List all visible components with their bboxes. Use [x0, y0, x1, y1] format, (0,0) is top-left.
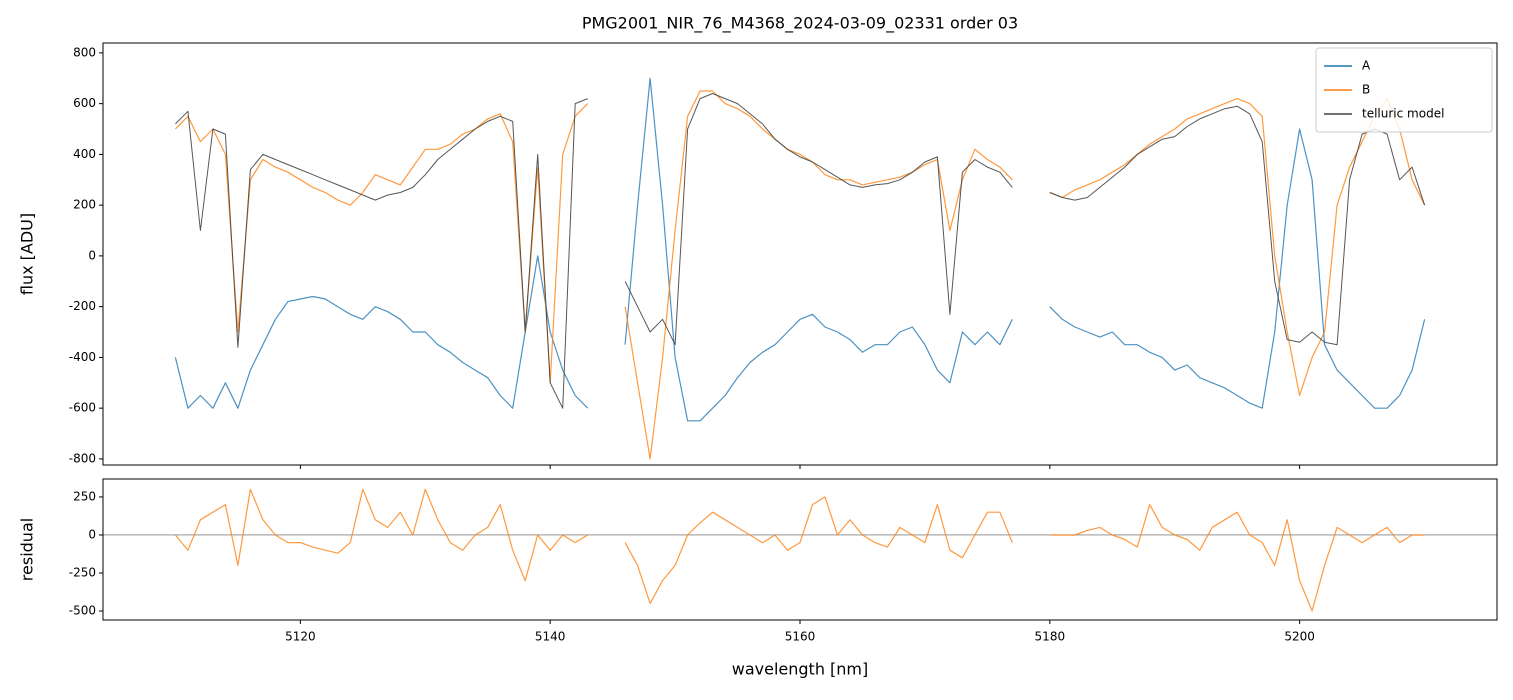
y-tick-label: -200 [69, 299, 96, 313]
y-tick-label: -600 [69, 401, 96, 415]
legend-label: B [1362, 83, 1370, 97]
y-tick-label: 200 [73, 198, 96, 212]
chart-title: PMG2001_NIR_76_M4368_2024-03-09_02331 or… [582, 14, 1018, 34]
plot-area [174, 77, 1426, 460]
y-tick-label: -400 [69, 350, 96, 364]
y-tick-label: -800 [69, 451, 96, 465]
series-line [175, 93, 1426, 409]
series-line [174, 488, 1425, 612]
y-tick-label: 0 [88, 248, 96, 262]
plot-area [103, 488, 1497, 612]
series-line [174, 90, 1426, 460]
x-axis-label: wavelength [nm] [732, 660, 869, 679]
axes-frame [102, 42, 1498, 466]
legend-label: A [1362, 59, 1371, 73]
legend-label: telluric model [1362, 107, 1444, 121]
y-tick-label: 400 [73, 147, 96, 161]
y-axis-label: flux [ADU] [18, 213, 37, 295]
x-tick-label: 5120 [285, 630, 316, 644]
axes-frame [102, 478, 1498, 621]
series-line [174, 77, 1426, 422]
x-tick-label: 5180 [1035, 630, 1066, 644]
y-tick-label: 800 [73, 45, 96, 59]
legend-box [1315, 47, 1493, 133]
y-tick-label: -500 [69, 604, 96, 618]
y-tick-label: 600 [73, 96, 96, 110]
x-tick-label: 5200 [1284, 630, 1315, 644]
x-tick-label: 5140 [535, 630, 566, 644]
x-tick-label: 5160 [785, 630, 816, 644]
y-tick-label: -250 [69, 566, 96, 580]
y-tick-label: 250 [73, 489, 96, 503]
y-tick-label: 0 [88, 527, 96, 541]
y-axis-label: residual [18, 518, 37, 581]
